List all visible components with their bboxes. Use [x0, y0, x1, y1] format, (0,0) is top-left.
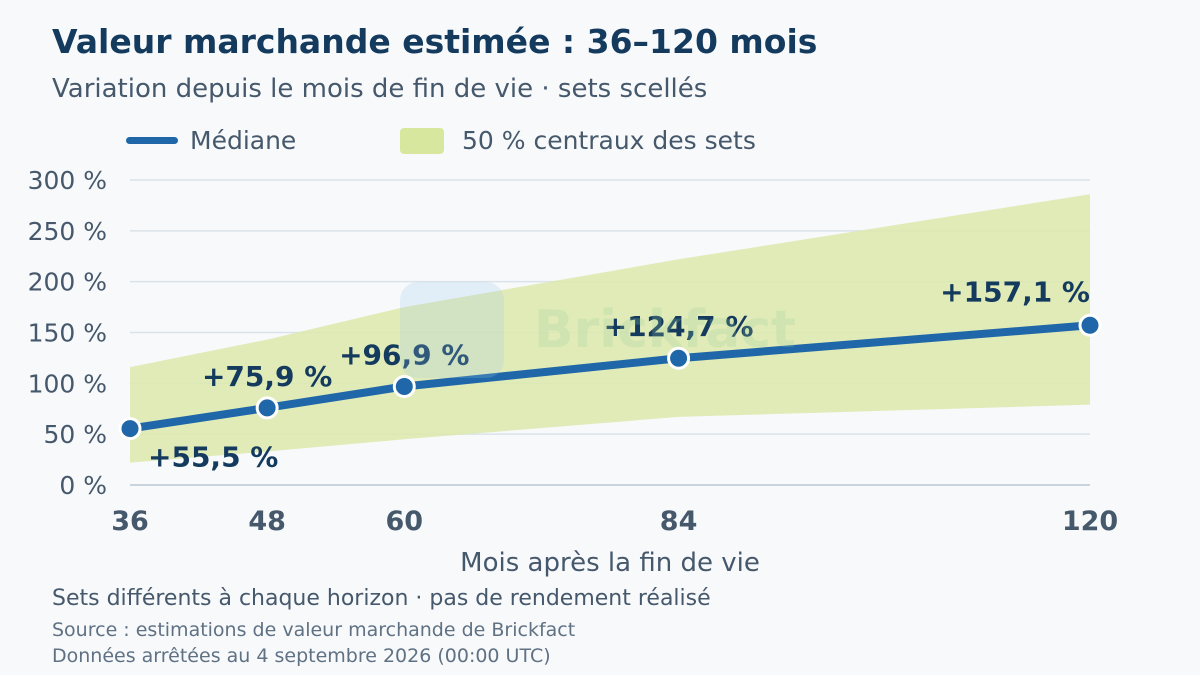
chart-title: Valeur marchande estimée : 36–120 mois [52, 22, 818, 61]
x-tick-label: 60 [385, 506, 423, 537]
legend-swatch-band [400, 127, 444, 154]
y-tick-label: 200 % [28, 268, 107, 297]
legend-label-median: Médiane [190, 126, 297, 155]
data-label: +75,9 % [202, 360, 332, 393]
data-label: +157,1 % [940, 275, 1090, 308]
y-tick-label: 300 % [28, 166, 107, 195]
watermark: Brickfact [400, 282, 796, 378]
x-axis-label: Mois après la fin de vie [460, 548, 760, 578]
legend-item-median: Médiane [126, 126, 296, 155]
y-tick-label: 150 % [28, 319, 107, 348]
data-label: +55,5 % [148, 441, 278, 474]
x-tick-label: 36 [111, 506, 149, 537]
x-tick-label: 84 [660, 506, 698, 537]
median-point [1078, 313, 1102, 337]
y-tick-label: 0 % [59, 471, 107, 500]
y-tick-label: 250 % [28, 217, 107, 246]
legend-swatch-median [126, 137, 178, 144]
data-date-line: Données arrêtées au 4 septembre 2026 (00… [52, 645, 551, 667]
watermark-text: Brickfact [534, 300, 796, 360]
chart-subtitle: Variation depuis le mois de fin de vie ·… [52, 74, 708, 104]
brickfact-logo-icon [400, 282, 504, 378]
y-tick-label: 100 % [28, 369, 107, 398]
x-tick-label: 48 [248, 506, 286, 537]
source-line: Source : estimations de valeur marchande… [52, 619, 576, 641]
legend-label-band: 50 % centraux des sets [462, 126, 756, 155]
median-point [667, 346, 691, 370]
x-tick-label: 120 [1062, 506, 1118, 537]
median-point [118, 417, 142, 441]
legend-item-band: 50 % centraux des sets [400, 126, 756, 155]
data-label: +96,9 % [339, 338, 469, 371]
median-point [255, 396, 279, 420]
y-tick-label: 50 % [43, 420, 107, 449]
data-label: +124,7 % [604, 310, 754, 343]
footnote: Sets différents à chaque horizon · pas d… [52, 586, 711, 611]
median-point [392, 374, 416, 398]
